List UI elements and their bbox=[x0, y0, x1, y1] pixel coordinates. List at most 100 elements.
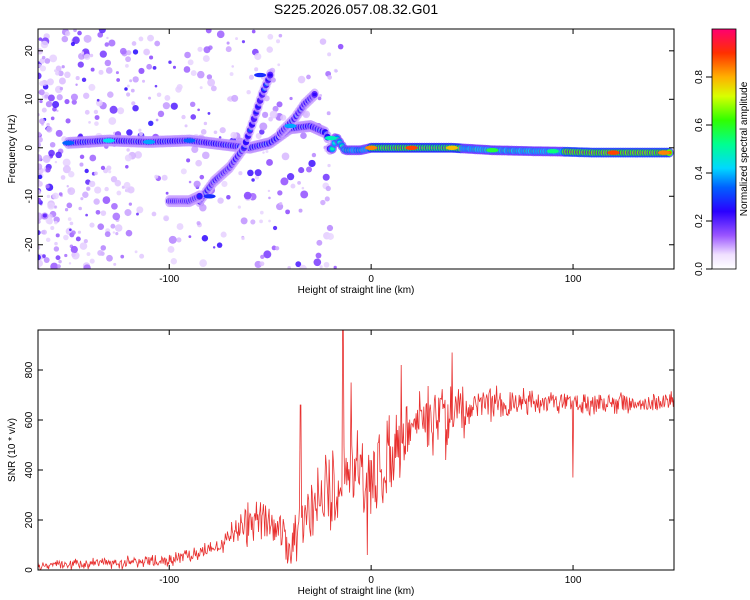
spectrogram-cell bbox=[132, 76, 139, 83]
spectrogram-cell bbox=[269, 110, 278, 119]
spectrogram-cell bbox=[327, 163, 331, 168]
spectrogram-cell bbox=[202, 151, 210, 160]
spectrogram-cell bbox=[102, 196, 111, 204]
spectrogram-cell bbox=[84, 53, 91, 60]
spectrogram-cell bbox=[93, 198, 100, 205]
spectrogram-cell bbox=[261, 76, 265, 80]
spectrogram-cell bbox=[64, 208, 69, 212]
spectrogram-cell bbox=[61, 35, 69, 43]
spectrogram-cell bbox=[44, 58, 51, 64]
spectrogram-cell bbox=[38, 72, 42, 80]
spectrogram-cell bbox=[54, 241, 58, 246]
spectrogram-cell bbox=[39, 99, 43, 104]
spectrogram-cell bbox=[38, 136, 43, 143]
spectrogram-cell bbox=[259, 261, 265, 267]
spectrogram-peak bbox=[254, 72, 267, 78]
spectrogram-cell bbox=[154, 40, 161, 47]
colorbar-tick-label: 0.8 bbox=[694, 70, 705, 84]
spectrogram-cell bbox=[262, 151, 265, 154]
spectrogram-cell bbox=[290, 183, 296, 189]
spectrogram-cell bbox=[286, 172, 295, 181]
spectrogram-cell bbox=[247, 169, 254, 177]
spectrogram-cell bbox=[272, 225, 278, 231]
spectrogram-cell bbox=[219, 127, 226, 134]
spectrogram-cell bbox=[300, 132, 307, 140]
spectrogram-cell bbox=[246, 89, 251, 95]
spectrogram-cell bbox=[251, 178, 255, 182]
spectrogram-cell bbox=[64, 98, 70, 105]
spectrogram-cell bbox=[267, 189, 271, 193]
spectrogram-cell bbox=[216, 30, 225, 39]
spectrogram-cell bbox=[183, 66, 191, 73]
spectrogram-peak bbox=[203, 194, 216, 199]
spectrogram-cell bbox=[263, 250, 272, 259]
spectrogram-cell bbox=[337, 43, 344, 50]
spectrogram-cell bbox=[206, 74, 213, 80]
spectrogram-cell bbox=[188, 180, 192, 184]
spectrogram-cell bbox=[71, 99, 77, 105]
spectrogram-cell bbox=[44, 94, 49, 99]
spectrogram-cell bbox=[62, 158, 71, 167]
spectrogram-cell bbox=[154, 174, 159, 179]
spectrogram-cell bbox=[319, 93, 323, 97]
spectrogram-cell bbox=[250, 219, 256, 225]
spectrogram-cell bbox=[41, 107, 47, 113]
spectrogram-cell bbox=[124, 154, 132, 162]
spectrogram-cell bbox=[259, 122, 268, 131]
spectrogram-peak bbox=[62, 140, 75, 146]
spectrogram-cell bbox=[193, 180, 201, 188]
spectrogram-cell bbox=[163, 215, 170, 222]
spectrogram-cell bbox=[89, 53, 94, 58]
spectrogram-cell bbox=[197, 46, 203, 52]
spectrogram-frame bbox=[37, 28, 675, 270]
spectrogram-cell bbox=[251, 29, 256, 34]
spectrogram-cell bbox=[306, 74, 311, 80]
spectrogram-cell bbox=[58, 259, 62, 264]
spectrogram-cell bbox=[272, 105, 279, 112]
spectrogram-cell bbox=[199, 259, 207, 267]
spectrogram-cell bbox=[70, 41, 76, 47]
spectrogram-cell bbox=[42, 154, 51, 163]
spectrogram-cell bbox=[50, 262, 59, 269]
spectrogram-cell bbox=[265, 149, 269, 153]
spectrogram-cell bbox=[38, 217, 41, 222]
spectrogram-cell bbox=[94, 115, 100, 120]
spectrogram-cell bbox=[197, 108, 200, 112]
spectrogram-cell bbox=[298, 167, 305, 174]
spectrogram-cell bbox=[126, 129, 133, 136]
spectrogram-cell bbox=[176, 83, 183, 91]
spectrogram-cell bbox=[138, 36, 144, 42]
spectrogram-cell bbox=[180, 168, 187, 175]
spectrogram-cell bbox=[190, 114, 197, 120]
spectrogram-cell bbox=[89, 258, 95, 264]
spectrogram-cell bbox=[40, 40, 49, 49]
spectrogram-cell bbox=[45, 184, 50, 189]
spectrogram-cell bbox=[254, 67, 259, 72]
spectrogram-cell bbox=[172, 65, 176, 69]
spectrogram-cell bbox=[38, 197, 41, 204]
spectrogram-cell bbox=[199, 174, 205, 180]
spectrogram-cell bbox=[41, 55, 46, 60]
spectrogram-cell bbox=[38, 149, 41, 152]
spectrogram-cell bbox=[119, 47, 127, 55]
spectrogram-cell bbox=[71, 230, 76, 235]
spectrogram-cell bbox=[69, 221, 74, 226]
spectrogram-cell bbox=[281, 152, 290, 161]
spectrogram-cell bbox=[100, 165, 106, 170]
spectrogram-cell bbox=[308, 159, 316, 168]
spectrogram-cell bbox=[81, 77, 87, 83]
spectrogram-cell bbox=[149, 55, 154, 60]
spectrogram-cell bbox=[237, 205, 241, 209]
spectrogram-cell bbox=[46, 194, 51, 199]
spectrogram-cell bbox=[319, 265, 323, 269]
spectrogram-cell bbox=[116, 190, 122, 196]
spectrogram-cell bbox=[68, 171, 75, 178]
spectrogram-cell bbox=[212, 246, 216, 249]
spectrogram-cell bbox=[52, 100, 60, 109]
snr-frame bbox=[37, 329, 675, 571]
spectrogram-cell bbox=[164, 95, 171, 101]
spectrogram-cell bbox=[311, 152, 317, 158]
spectrogram-cell bbox=[75, 83, 78, 86]
